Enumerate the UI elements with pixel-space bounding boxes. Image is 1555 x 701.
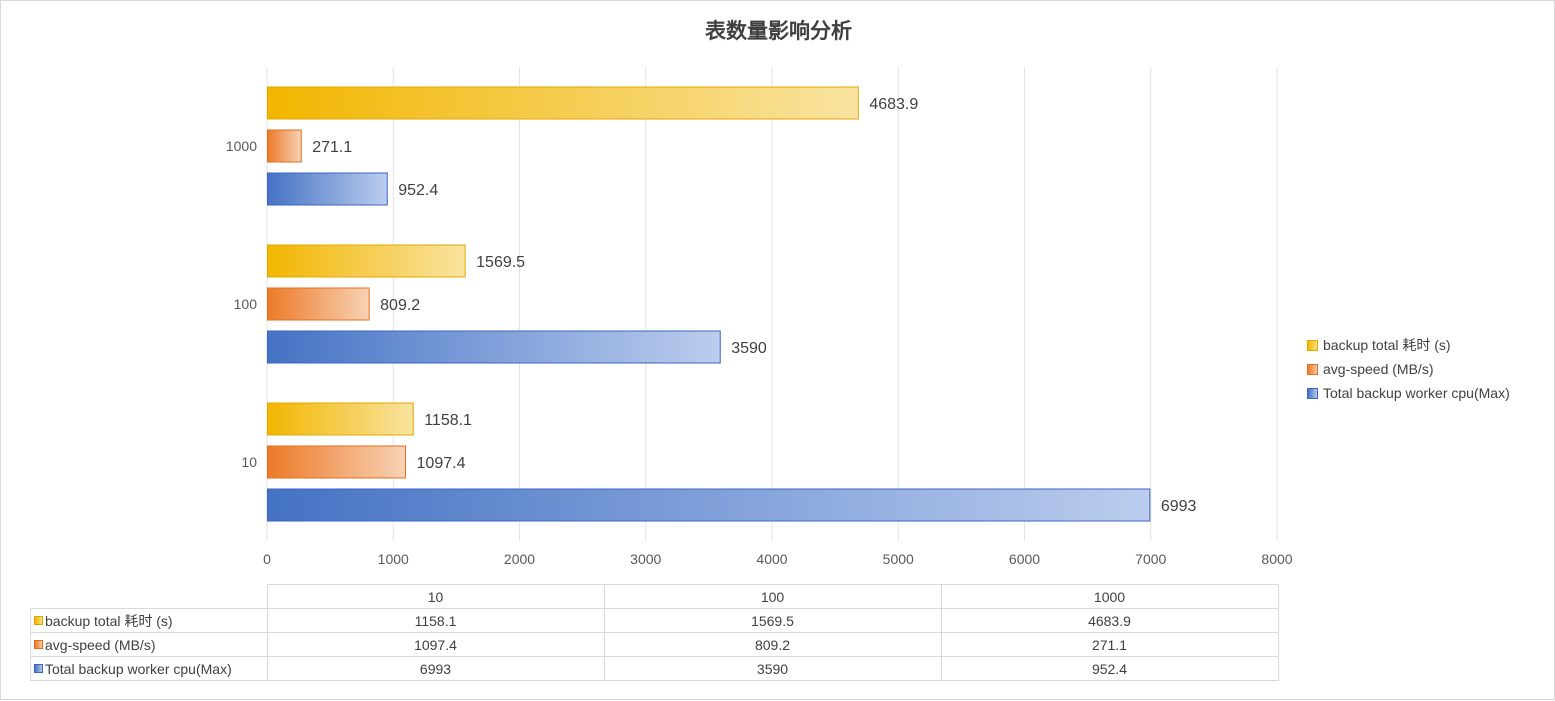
y-category-label: 10 — [241, 454, 257, 470]
table-header-cell: 1000 — [940, 584, 1279, 609]
y-category-label: 100 — [234, 296, 258, 312]
legend: backup total 耗时 (s) avg-speed (MB/s) Tot… — [1307, 333, 1510, 405]
legend-item: Total backup worker cpu(Max) — [1307, 381, 1510, 405]
bar — [267, 86, 859, 120]
legend-swatch-icon — [1307, 387, 1318, 399]
table-cell: 1097.4 — [266, 632, 605, 657]
y-category-label: 1000 — [226, 138, 257, 154]
x-tick-label: 4000 — [756, 551, 787, 567]
x-tick-label: 2000 — [504, 551, 535, 567]
data-label: 3590 — [731, 340, 767, 357]
table-cell: 952.4 — [940, 656, 1279, 681]
bar — [267, 244, 466, 278]
table-cell: 4683.9 — [940, 608, 1279, 633]
table-cell: 3590 — [603, 656, 942, 681]
bar — [267, 488, 1151, 522]
bar — [267, 330, 721, 364]
table-row: Total backup worker cpu(Max) 6993 3590 9… — [30, 656, 1279, 681]
table-header-row: 10 100 1000 — [30, 584, 1279, 609]
table-cell: 809.2 — [603, 632, 942, 657]
table-row-header: avg-speed (MB/s) — [30, 632, 268, 657]
x-tick-label: 1000 — [378, 551, 409, 567]
x-tick-label: 3000 — [630, 551, 661, 567]
table-cell: 271.1 — [940, 632, 1279, 657]
data-label: 1097.4 — [417, 455, 466, 472]
table-row-header: backup total 耗时 (s) — [30, 608, 268, 633]
x-tick-label: 5000 — [883, 551, 914, 567]
data-label: 1569.5 — [476, 254, 525, 271]
legend-label: avg-speed (MB/s) — [1323, 361, 1434, 377]
legend-swatch-icon — [34, 616, 43, 625]
legend-label: Total backup worker cpu(Max) — [1323, 385, 1510, 401]
legend-swatch-icon — [34, 664, 43, 673]
table-header-cell: 100 — [603, 584, 942, 609]
table-cell: 6993 — [266, 656, 605, 681]
legend-swatch-icon — [34, 640, 43, 649]
data-table: 10 100 1000 backup total 耗时 (s) 1158.1 1… — [30, 584, 1279, 681]
x-tick-label: 6000 — [1009, 551, 1040, 567]
data-label: 952.4 — [398, 182, 438, 199]
bar — [267, 402, 414, 436]
bar — [267, 129, 302, 163]
table-row: backup total 耗时 (s) 1158.1 1569.5 4683.9 — [30, 608, 1279, 633]
table-row-header: Total backup worker cpu(Max) — [30, 656, 268, 681]
table-row: avg-speed (MB/s) 1097.4 809.2 271.1 — [30, 632, 1279, 657]
data-label: 6993 — [1161, 498, 1197, 515]
legend-item: backup total 耗时 (s) — [1307, 333, 1510, 357]
x-tick-label: 0 — [263, 551, 271, 567]
x-tick-label: 7000 — [1135, 551, 1166, 567]
chart-title: 表数量影响分析 — [705, 19, 852, 43]
data-label: 1158.1 — [424, 412, 472, 429]
legend-swatch-icon — [1307, 339, 1318, 351]
legend-label: backup total 耗时 (s) — [1323, 337, 1451, 353]
bar — [267, 445, 407, 479]
bar — [267, 172, 388, 206]
table-cell: 1569.5 — [603, 608, 942, 633]
bar — [267, 287, 370, 321]
data-label: 4683.9 — [869, 96, 918, 113]
table-header-cell: 10 — [266, 584, 605, 609]
x-tick-label: 8000 — [1261, 551, 1292, 567]
data-label: 809.2 — [380, 297, 420, 314]
data-label: 271.1 — [312, 139, 352, 156]
legend-item: avg-speed (MB/s) — [1307, 357, 1510, 381]
table-cell: 1158.1 — [266, 608, 605, 633]
legend-swatch-icon — [1307, 363, 1318, 375]
